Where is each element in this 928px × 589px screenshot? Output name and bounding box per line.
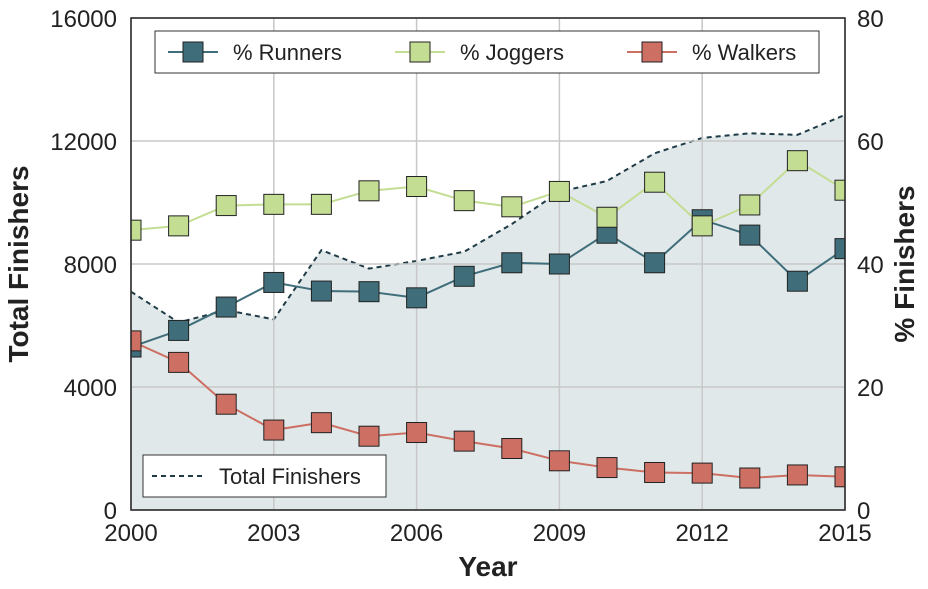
marker-joggers bbox=[691, 215, 713, 237]
y-left-tick-label: 8000 bbox=[64, 252, 117, 279]
y-right-tick-label: 80 bbox=[857, 6, 884, 33]
series-joggers bbox=[131, 150, 845, 241]
legend-marker-walkers bbox=[641, 41, 663, 63]
marker-joggers bbox=[215, 195, 237, 217]
marker-runners bbox=[548, 253, 570, 275]
marker-joggers bbox=[501, 196, 523, 218]
x-tick-label: 2003 bbox=[247, 520, 300, 547]
total-finishers-fill bbox=[131, 114, 845, 511]
y-right-tick-label: 60 bbox=[857, 129, 884, 156]
x-tick-label: 2015 bbox=[818, 520, 871, 547]
marker-joggers bbox=[548, 180, 570, 202]
marker-walkers bbox=[263, 419, 285, 441]
marker-joggers bbox=[358, 180, 380, 202]
marker-walkers bbox=[548, 450, 570, 472]
marker-runners bbox=[834, 238, 845, 260]
marker-joggers bbox=[310, 193, 332, 215]
legend-bottom: Total Finishers bbox=[142, 454, 387, 498]
legend-marker-joggers bbox=[409, 41, 431, 63]
marker-walkers bbox=[834, 466, 845, 488]
marker-walkers bbox=[691, 462, 713, 484]
marker-runners bbox=[310, 280, 332, 302]
tick-labels: 2000 2003 2006 2009 2012 20150400080001200016… bbox=[50, 6, 883, 547]
series-walkers bbox=[131, 330, 845, 489]
marker-joggers bbox=[168, 215, 190, 237]
marker-walkers bbox=[453, 430, 475, 452]
marker-walkers bbox=[215, 393, 237, 415]
x-tick-label: 2006 bbox=[390, 520, 443, 547]
total-finishers-line bbox=[130, 113, 846, 324]
series-line-joggers bbox=[131, 159, 845, 232]
marker-runners bbox=[263, 271, 285, 293]
marker-runners bbox=[215, 296, 237, 318]
marker-walkers bbox=[739, 467, 761, 489]
marker-runners bbox=[453, 265, 475, 287]
marker-runners bbox=[644, 252, 666, 274]
legend-label-total-finishers: Total Finishers bbox=[219, 464, 361, 489]
marker-joggers bbox=[596, 206, 618, 228]
legend-top: % Runners % Joggers % Walkers bbox=[154, 30, 820, 74]
plot-frame bbox=[130, 17, 846, 511]
marker-walkers bbox=[168, 351, 190, 373]
marker-joggers bbox=[834, 179, 845, 201]
marker-joggers bbox=[131, 219, 142, 241]
marker-runners bbox=[358, 281, 380, 303]
x-axis-label: Year bbox=[458, 551, 517, 582]
legend-label-walkers: % Walkers bbox=[692, 40, 796, 65]
marker-walkers bbox=[406, 422, 428, 444]
y-left-tick-label: 12000 bbox=[50, 129, 117, 156]
marker-joggers bbox=[739, 194, 761, 216]
marker-joggers bbox=[406, 176, 428, 198]
marker-walkers bbox=[786, 464, 808, 486]
series-runners bbox=[131, 209, 845, 358]
y-left-tick-label: 4000 bbox=[64, 375, 117, 402]
series-line-walkers bbox=[131, 339, 845, 480]
y-right-tick-label: 0 bbox=[857, 498, 870, 525]
y-left-tick-label: 16000 bbox=[50, 6, 117, 33]
marker-runners bbox=[786, 270, 808, 292]
marker-walkers bbox=[596, 457, 618, 479]
y-axis-left-label: Total Finishers bbox=[3, 165, 34, 362]
legend-label-joggers: % Joggers bbox=[460, 40, 564, 65]
series-group bbox=[131, 150, 845, 489]
y-left-tick-label: 0 bbox=[104, 498, 117, 525]
total-finishers-area bbox=[130, 113, 846, 511]
marker-joggers bbox=[453, 190, 475, 212]
y-right-tick-label: 40 bbox=[857, 252, 884, 279]
marker-runners bbox=[501, 252, 523, 274]
marker-walkers bbox=[501, 438, 523, 459]
y-axis-right-label: % Finishers bbox=[889, 185, 920, 342]
marker-joggers bbox=[786, 150, 808, 172]
x-tick-label: 2012 bbox=[676, 520, 729, 547]
marker-runners bbox=[739, 224, 761, 246]
marker-walkers bbox=[644, 461, 666, 483]
legend-label-runners: % Runners bbox=[233, 40, 342, 65]
series-line-runners bbox=[131, 218, 845, 348]
x-tick-label: 2009 bbox=[533, 520, 586, 547]
marker-runners bbox=[406, 287, 428, 309]
marker-walkers bbox=[358, 425, 380, 447]
marker-joggers bbox=[263, 193, 285, 215]
legend-marker-runners bbox=[182, 41, 204, 63]
x-tick-label: 2000 bbox=[104, 520, 157, 547]
marker-runners bbox=[168, 319, 190, 341]
marker-joggers bbox=[644, 171, 666, 193]
marker-walkers bbox=[310, 412, 332, 434]
y-right-tick-label: 20 bbox=[857, 375, 884, 402]
legend-top-box bbox=[154, 30, 820, 74]
marker-walkers bbox=[131, 330, 142, 352]
